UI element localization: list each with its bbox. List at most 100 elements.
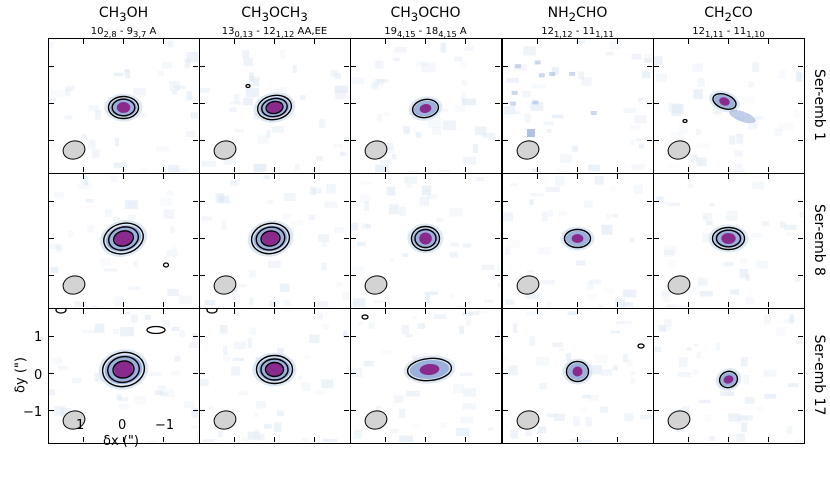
beam-ellipse — [516, 275, 540, 295]
noise-patch — [137, 112, 147, 118]
noise-patch — [506, 239, 520, 248]
noise-patch — [475, 177, 484, 182]
noise-patch — [308, 214, 316, 220]
noise-patch — [131, 314, 138, 323]
map-svg — [351, 39, 500, 172]
noise-patch — [799, 211, 803, 218]
noise-patch — [374, 299, 388, 304]
noise-patch — [229, 101, 244, 105]
noise-patch — [334, 227, 345, 233]
noise-patch — [191, 425, 198, 429]
noise-patch — [83, 175, 88, 186]
noise-patch — [709, 436, 715, 441]
noise-patch — [590, 111, 597, 115]
noise-patch — [223, 356, 231, 362]
noise-patch — [556, 168, 570, 172]
axis-ticks — [351, 309, 500, 442]
noise-patch — [482, 133, 496, 138]
noise-patch — [549, 72, 556, 77]
noise-patch — [761, 221, 770, 227]
noise-patch — [82, 330, 96, 334]
noise-patch — [588, 395, 599, 402]
noise-patch — [589, 365, 602, 375]
noise-patch — [461, 92, 467, 103]
noise-patch — [460, 61, 467, 69]
noise-patch — [629, 139, 634, 146]
axis-ticks — [49, 309, 198, 442]
noise-patch — [438, 170, 451, 172]
noise-layer — [200, 49, 349, 172]
noise-patch — [654, 346, 662, 353]
noise-patch — [88, 105, 99, 112]
noise-patch — [91, 305, 98, 307]
noise-patch — [376, 78, 385, 85]
map-svg — [503, 39, 652, 172]
noise-patch — [496, 329, 500, 336]
noise-patch — [77, 182, 92, 190]
noise-patch — [315, 156, 323, 162]
noise-patch — [161, 62, 173, 69]
noise-patch — [752, 62, 760, 72]
noise-patch — [691, 154, 698, 162]
noise-patch — [672, 104, 684, 114]
noise-patch — [318, 118, 326, 129]
noise-patch — [576, 260, 586, 266]
noise-patch — [174, 168, 188, 172]
noise-patch — [751, 232, 762, 238]
noise-patch — [324, 201, 338, 208]
beam-ellipse — [62, 140, 86, 160]
noise-patch — [795, 277, 801, 282]
contour-line — [103, 222, 144, 255]
noise-patch — [124, 69, 130, 79]
noise-patch — [676, 428, 685, 432]
noise-patch — [508, 365, 518, 376]
contour-line — [565, 360, 590, 383]
contour-line — [107, 95, 140, 120]
contour-line — [361, 314, 369, 320]
noise-patch — [256, 401, 267, 409]
noise-patch — [86, 225, 94, 233]
noise-patch — [661, 289, 672, 297]
noise-patch — [204, 300, 216, 306]
noise-patch — [532, 84, 546, 89]
noise-patch — [345, 171, 349, 172]
noise-patch — [739, 269, 749, 278]
noise-patch — [223, 155, 236, 165]
noise-patch — [247, 431, 260, 440]
noise-patch — [332, 144, 344, 148]
column-header-4: NH2CHO 121,12 - 111,11 — [502, 4, 653, 40]
noise-patch — [249, 72, 254, 83]
noise-patch — [794, 109, 799, 119]
map-svg — [654, 39, 803, 172]
noise-patch — [218, 195, 230, 204]
axis-ticks — [200, 309, 349, 442]
map-svg — [49, 39, 198, 172]
source-emission — [252, 352, 297, 387]
noise-patch — [272, 126, 284, 133]
noise-patch — [584, 200, 593, 208]
noise-patch — [503, 212, 514, 222]
noise-patch — [783, 318, 795, 323]
noise-patch — [365, 224, 371, 229]
emission-peak — [571, 234, 584, 243]
noise-patch — [664, 319, 672, 327]
noise-patch — [125, 311, 131, 315]
noise-patch — [612, 213, 618, 218]
noise-patch — [359, 194, 371, 203]
axis-ticks — [200, 174, 349, 307]
noise-patch — [411, 355, 420, 359]
noise-patch — [167, 40, 174, 48]
noise-patch — [169, 81, 180, 91]
noise-patch — [105, 209, 113, 217]
noise-patch — [472, 144, 478, 153]
noise-patch — [598, 304, 604, 307]
noise-patch — [763, 314, 772, 325]
map-panel-r1-c5 — [653, 38, 805, 174]
noise-patch — [547, 413, 558, 418]
axis-ticks — [200, 39, 349, 172]
noise-patch — [115, 137, 120, 147]
noise-patch — [359, 181, 372, 185]
contour-line — [146, 325, 166, 335]
y-tick-minus1: −1 — [23, 405, 43, 420]
noise-patch — [656, 196, 664, 203]
